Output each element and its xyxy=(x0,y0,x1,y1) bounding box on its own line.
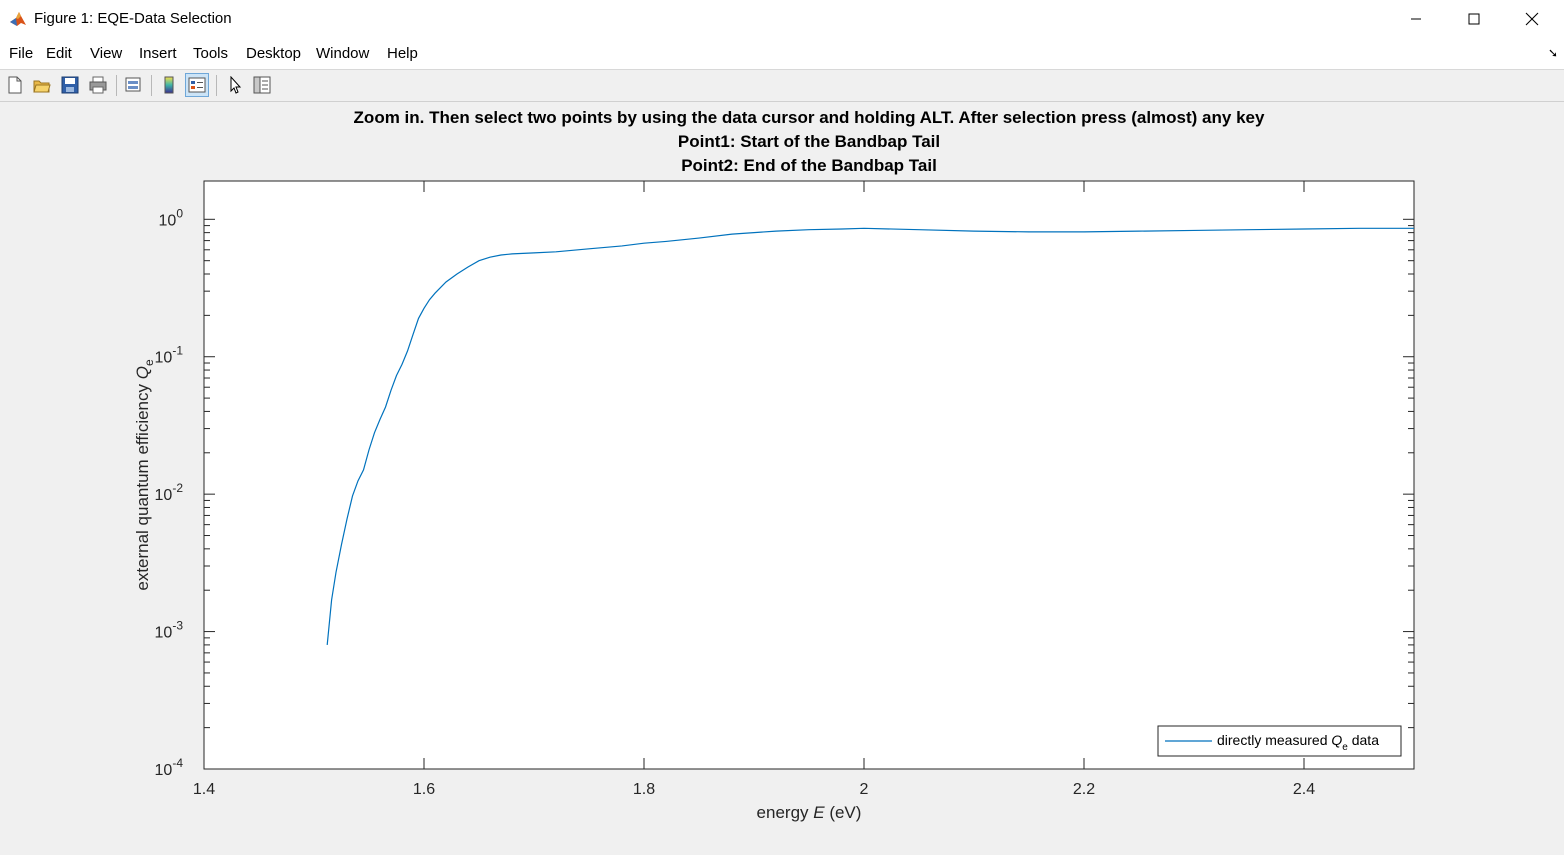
x-tick-label: 1.4 xyxy=(193,781,215,798)
maximize-icon xyxy=(1468,13,1480,25)
menu-help[interactable]: Help xyxy=(387,45,418,62)
save-button[interactable] xyxy=(58,73,82,97)
toolbar-separator xyxy=(151,75,152,96)
menu-bar: File Edit View Insert Tools Desktop Wind… xyxy=(0,38,1564,70)
menu-insert[interactable]: Insert xyxy=(139,45,177,62)
legend-label-suffix: data xyxy=(1348,732,1379,748)
new-figure-button[interactable] xyxy=(3,73,27,97)
minimize-icon xyxy=(1411,18,1421,20)
toolbar-separator xyxy=(216,75,217,96)
chart-title-line-3: Point2: End of the Bandbap Tail xyxy=(681,156,937,175)
menu-file[interactable]: File xyxy=(9,45,34,62)
x-tick-label: 2.4 xyxy=(1293,781,1315,798)
qe-data-line xyxy=(326,227,1414,645)
open-file-icon xyxy=(33,80,51,93)
legend-label-symbol: Q xyxy=(1331,732,1342,748)
x-axis-label-unit: (eV) xyxy=(825,803,862,822)
new-figure-icon xyxy=(8,76,22,94)
close-button[interactable] xyxy=(1503,0,1561,38)
legend-label-prefix: directly measured xyxy=(1217,732,1331,748)
maximize-button[interactable] xyxy=(1445,0,1503,38)
x-axis-label-text: energy xyxy=(757,803,814,822)
link-plot-button[interactable] xyxy=(121,73,145,97)
matlab-logo-icon xyxy=(9,10,27,28)
chart-title-line-2: Point1: Start of the Bandbap Tail xyxy=(677,132,941,151)
dock-figure-icon[interactable]: ➘ xyxy=(1547,46,1558,60)
menu-window[interactable]: Window xyxy=(316,45,370,62)
x-tick-label: 1.8 xyxy=(633,781,655,798)
y-axis-label: external quantum efficiency Qe xyxy=(133,359,156,591)
legend-label: directly measured Qe data xyxy=(1217,732,1379,753)
link-plot-icon xyxy=(125,77,141,92)
print-icon xyxy=(89,76,107,94)
y-tick-label: 100 xyxy=(159,206,184,229)
x-axis-label-symbol: E xyxy=(813,803,825,822)
menu-edit[interactable]: Edit xyxy=(46,45,72,62)
menu-desktop[interactable]: Desktop xyxy=(246,45,302,62)
y-axis-label-symbol: Q xyxy=(133,366,152,379)
print-button[interactable] xyxy=(86,73,110,97)
legend[interactable]: directly measured Qe data xyxy=(1157,725,1402,757)
y-tick-label: 10-4 xyxy=(155,756,184,779)
minimize-button[interactable] xyxy=(1387,0,1445,38)
save-icon xyxy=(61,76,79,94)
open-file-button[interactable] xyxy=(30,73,54,97)
x-axis-label: energy E (eV) xyxy=(757,803,862,822)
window-title: Figure 1: EQE-Data Selection xyxy=(34,10,232,27)
axes-background xyxy=(203,180,1415,770)
figure-toolbar xyxy=(0,70,1564,102)
insert-legend-button[interactable] xyxy=(185,73,209,97)
insert-colorbar-button[interactable] xyxy=(157,73,181,97)
y-tick-label: 10-2 xyxy=(155,481,184,504)
y-axis-label-text: external quantum efficiency xyxy=(133,379,152,590)
close-icon xyxy=(1525,12,1539,26)
x-tick-label: 1.6 xyxy=(413,781,435,798)
property-inspector-icon xyxy=(253,76,271,94)
edit-plot-button[interactable] xyxy=(223,73,247,97)
y-tick-label: 10-1 xyxy=(155,344,184,367)
window-title-bar: Figure 1: EQE-Data Selection xyxy=(0,0,1564,38)
toolbar-separator xyxy=(116,75,117,96)
y-axis-label-subscript: e xyxy=(142,359,156,366)
edit-plot-arrow-icon xyxy=(230,76,242,94)
property-inspector-button[interactable] xyxy=(250,73,274,97)
insert-colorbar-icon xyxy=(164,76,174,94)
x-ticks: 1.4 1.6 1.8 2 2.2 2.4 xyxy=(193,181,1315,798)
x-tick-label: 2 xyxy=(860,781,869,798)
menu-tools[interactable]: Tools xyxy=(193,45,229,62)
legend-label-subscript: e xyxy=(1342,742,1348,753)
insert-legend-icon xyxy=(188,77,206,93)
y-tick-label: 10-3 xyxy=(155,619,184,642)
y-ticks: 10-4 10-3 10-2 10-1 100 xyxy=(155,206,1414,779)
x-tick-label: 2.2 xyxy=(1073,781,1095,798)
chart-title-line-1: Zoom in. Then select two points by using… xyxy=(353,108,1265,127)
menu-view[interactable]: View xyxy=(90,45,123,62)
